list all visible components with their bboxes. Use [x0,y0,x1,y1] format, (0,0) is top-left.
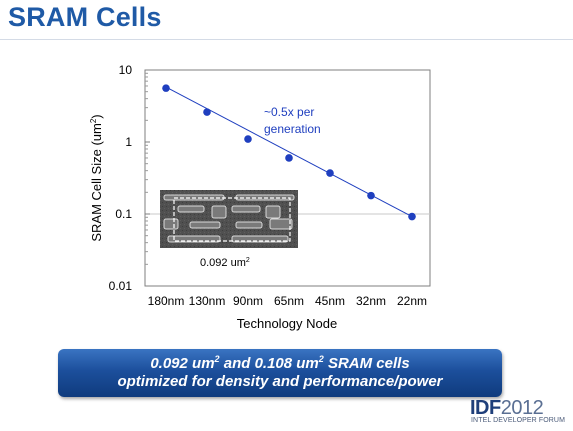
sram-layout-micrograph [160,190,298,248]
x-tick-label: 45nm [315,294,345,308]
y-tick-label: 0.01 [109,279,133,293]
data-point-45nm [326,169,334,177]
y-tick-label: 10 [119,63,133,77]
data-point-130nm [203,108,211,116]
title-divider [0,39,573,40]
y-axis: 10 1 0.1 0.01 [109,63,150,293]
x-tick-label: 90nm [233,294,263,308]
y-axis-label: SRAM Cell Size (um2) [89,114,104,241]
data-points [162,84,416,221]
x-tick-label: 130nm [189,294,226,308]
data-point-65nm [285,154,293,162]
banner-line-1: 0.092 um2 and 0.108 um2 SRAM cells [150,354,410,373]
data-point-22nm [408,212,416,221]
x-tick-label: 22nm [397,294,427,308]
annotation-line-1: ~0.5x per [264,105,314,119]
y-tick-label: 0.1 [115,207,132,221]
data-point-32nm [367,191,375,200]
x-axis-label: Technology Node [237,316,337,331]
annotation-line-2: generation [264,122,321,136]
x-tick-label: 180nm [148,294,185,308]
x-tick-label: 32nm [356,294,386,308]
sram-cell-size-chart: 10 1 0.1 0.01 180nm 130nm 90nm 65nm 45nm 32nm 22n… [89,63,431,331]
summary-banner: 0.092 um2 and 0.108 um2 SRAM cells optim… [58,349,502,397]
x-axis: 180nm 130nm 90nm 65nm 45nm 32nm 22nm [148,294,427,308]
data-point-90nm [244,135,252,143]
inset-label: 0.092 um2 [200,257,250,269]
y-tick-label: 1 [125,135,132,149]
x-tick-label: 65nm [274,294,304,308]
data-point-180nm [162,84,170,92]
banner-line-2: optimized for density and performance/po… [117,373,443,390]
idf-logo: IDF2012 INTEL DEVELOPER FORUM [470,397,566,424]
slide-title: SRAM Cells [8,2,162,32]
plot-area [144,69,431,287]
